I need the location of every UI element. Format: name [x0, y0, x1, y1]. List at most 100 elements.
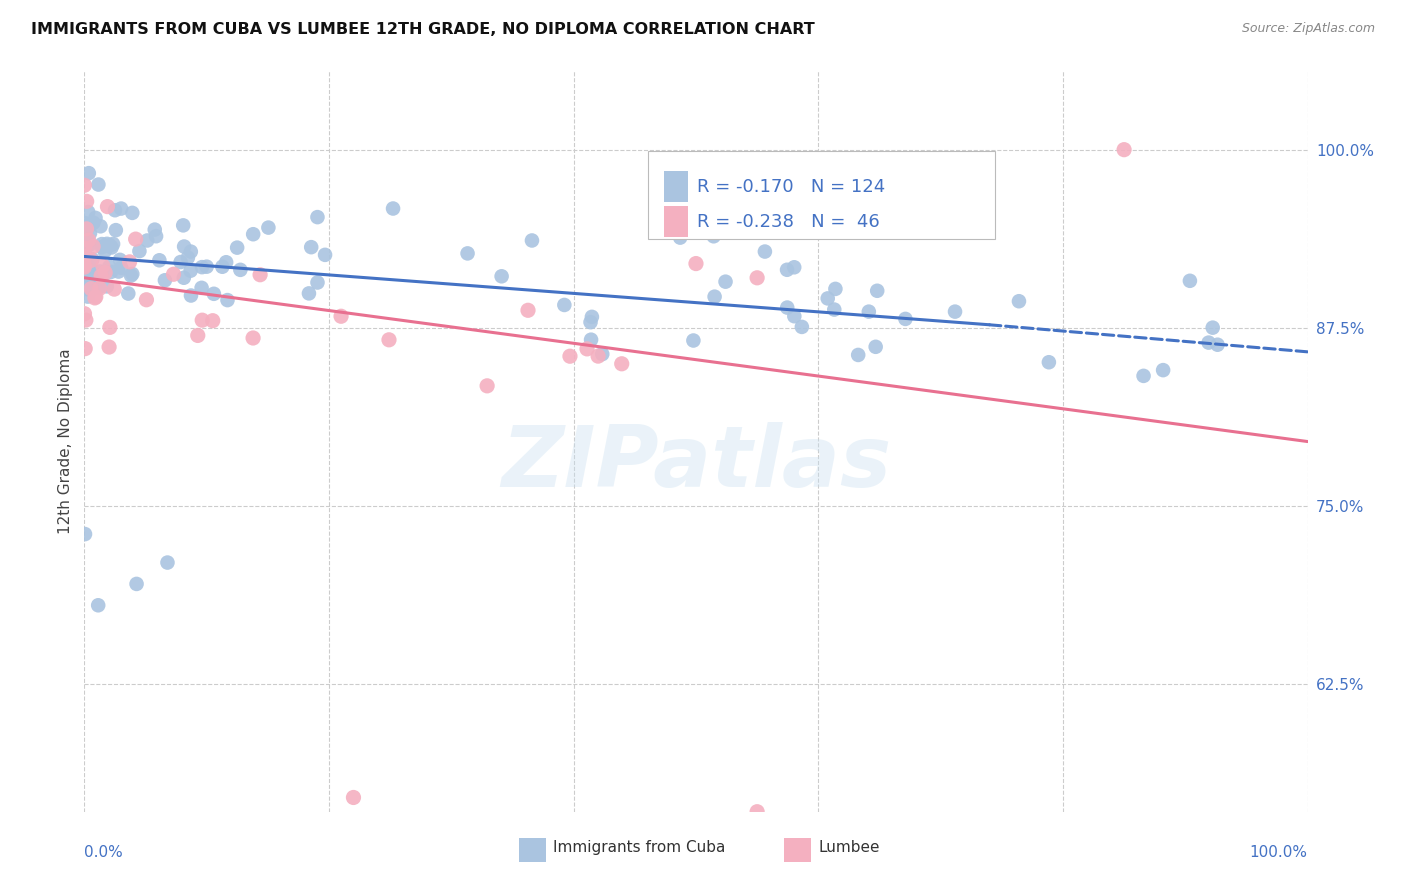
Point: [180, 244, 202, 259]
Point: [817, 292, 839, 306]
Point: [145, 229, 167, 244]
Point: [93, 244, 115, 259]
Point: [249, 268, 271, 282]
Point: [382, 202, 405, 216]
Text: 0.0%: 0.0%: [84, 845, 124, 860]
Point: [73, 282, 96, 296]
Point: [1202, 320, 1225, 334]
Point: [180, 288, 202, 302]
Point: [80, 268, 103, 283]
Point: [76, 219, 98, 233]
Text: IMMIGRANTS FROM CUBA VS LUMBEE 12TH GRADE, NO DIPLOMA CORRELATION CHART: IMMIGRANTS FROM CUBA VS LUMBEE 12TH GRAD…: [31, 22, 814, 37]
Point: [76, 250, 98, 264]
Point: [148, 253, 170, 268]
Point: [73, 229, 96, 244]
Point: [104, 203, 127, 218]
Point: [100, 265, 122, 279]
Text: Lumbee: Lumbee: [818, 839, 880, 855]
Point: [73, 249, 96, 263]
Point: [307, 210, 329, 224]
Point: [82, 282, 104, 296]
Text: 100.0%: 100.0%: [1250, 845, 1308, 860]
Point: [73, 178, 96, 193]
Text: Source: ZipAtlas.com: Source: ZipAtlas.com: [1241, 22, 1375, 36]
Point: [75, 313, 97, 327]
Point: [1008, 294, 1031, 309]
Point: [894, 312, 917, 326]
Point: [90, 240, 112, 254]
Point: [491, 269, 513, 284]
Point: [1152, 363, 1174, 377]
Point: [172, 219, 194, 233]
Point: [215, 255, 238, 269]
Point: [242, 227, 264, 242]
Point: [776, 301, 799, 315]
Point: [107, 264, 129, 278]
Point: [98, 320, 121, 334]
Point: [1178, 274, 1201, 288]
Point: [475, 379, 498, 393]
Point: [783, 260, 806, 275]
Point: [1198, 335, 1220, 350]
Point: [76, 290, 98, 304]
Point: [136, 234, 159, 248]
Point: [110, 202, 132, 216]
Point: [89, 281, 111, 295]
Point: [169, 255, 191, 269]
Point: [846, 348, 869, 362]
Point: [91, 259, 114, 273]
Point: [77, 233, 100, 247]
Point: [714, 275, 737, 289]
Point: [96, 279, 118, 293]
Point: [121, 206, 143, 220]
Point: [73, 225, 96, 239]
Text: Immigrants from Cuba: Immigrants from Cuba: [553, 839, 725, 855]
Point: [87, 281, 110, 295]
Point: [80, 253, 103, 268]
Point: [865, 340, 887, 354]
Point: [790, 319, 813, 334]
Point: [75, 251, 97, 265]
Point: [195, 260, 218, 274]
Point: [108, 252, 131, 267]
Point: [100, 240, 122, 254]
Point: [77, 263, 100, 277]
Point: [187, 328, 209, 343]
Point: [98, 260, 121, 274]
Point: [73, 527, 96, 541]
Point: [217, 293, 239, 307]
Point: [121, 267, 143, 281]
Point: [747, 805, 769, 819]
Point: [201, 314, 224, 328]
Point: [75, 268, 97, 282]
Point: [90, 268, 112, 283]
Point: [73, 216, 96, 230]
Point: [579, 315, 602, 329]
Point: [229, 263, 252, 277]
Point: [79, 226, 101, 240]
Point: [77, 263, 100, 277]
Point: [520, 234, 543, 248]
Point: [299, 240, 322, 254]
Point: [77, 166, 100, 180]
Point: [135, 293, 157, 307]
Point: [73, 241, 96, 255]
Point: [558, 349, 581, 363]
Point: [754, 244, 776, 259]
Point: [82, 239, 104, 253]
Point: [89, 264, 111, 278]
Point: [866, 284, 889, 298]
Point: [110, 260, 132, 275]
Point: [87, 272, 110, 286]
Point: [330, 310, 353, 324]
Point: [153, 273, 176, 287]
Point: [80, 282, 103, 296]
Point: [90, 237, 112, 252]
Point: [79, 260, 101, 275]
Point: [101, 237, 124, 252]
Point: [226, 241, 249, 255]
Point: [75, 275, 97, 289]
Point: [84, 290, 107, 304]
Point: [104, 223, 127, 237]
Point: [82, 252, 104, 267]
